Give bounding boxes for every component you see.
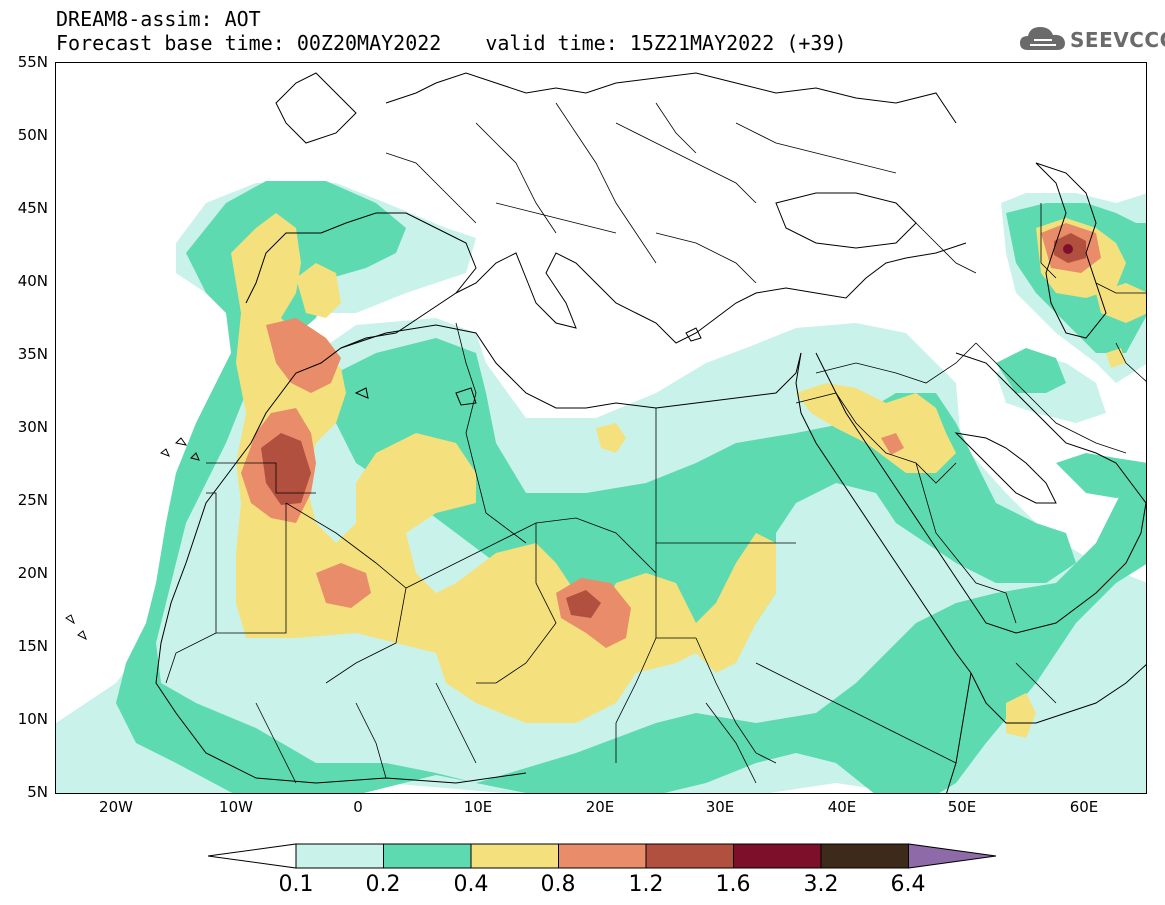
lat-label: 35N [17,345,48,363]
lat-label: 40N [17,272,48,290]
colorbar-under-triangle [207,843,297,869]
lat-label: 30N [17,418,48,436]
colorbar-bin-4 [645,843,734,869]
seevccc-logo: SEEVCCC [1018,22,1165,56]
colorbar-bin-3 [558,843,647,869]
colorbar-label: 1.2 [628,872,664,897]
aot-level-1-6 [1063,244,1073,254]
lat-label: 10N [17,710,48,728]
lon-label: 60E [1069,798,1099,816]
colorbar-label: 6.4 [890,872,926,897]
map-title: DREAM8-assim: AOT [56,7,261,31]
colorbar-bin-2 [470,843,559,869]
colorbar-label: 0.4 [453,872,489,897]
borders [165,102,1146,784]
lon-label: 20E [585,798,615,816]
valid-time: valid time: 15Z21MAY2022 (+39) [485,31,847,55]
colorbar-over-triangle [908,843,997,869]
colorbar-label: 0.2 [365,872,401,897]
lon-label: 0 [353,798,363,816]
colorbar-bin-5 [733,843,822,869]
lat-label: 25N [17,491,48,509]
map-subtitle: Forecast base time: 00Z20MAY2022 valid ti… [56,32,847,54]
lat-label: 50N [17,126,48,144]
lat-label: 55N [17,53,48,71]
base-time: Forecast base time: 00Z20MAY2022 [56,31,442,55]
cloud-icon [1020,27,1065,50]
colorbar-graphic [207,843,997,869]
colorbar-label: 0.1 [278,872,314,897]
aot-map [56,72,1146,793]
colorbar-label: 1.6 [715,872,751,897]
lat-label: 15N [17,637,48,655]
lon-label: 10W [219,798,253,816]
lat-label: 20N [17,564,48,582]
colorbar-label: 0.8 [540,872,576,897]
lat-label: 5N [27,783,48,801]
lon-label: 40E [827,798,857,816]
map-panel[interactable] [55,62,1147,794]
lon-label: 50E [947,798,977,816]
colorbar-bin-6 [820,843,909,869]
lon-label: 20W [99,798,133,816]
coastlines [65,72,1146,793]
aot-level-1-2 [261,233,1086,618]
lat-label: 45N [17,199,48,217]
lon-label: 10E [463,798,493,816]
colorbar-bin-0 [295,843,384,869]
colorbar-bin-1 [383,843,472,869]
lon-label: 30E [705,798,735,816]
colorbar-label: 3.2 [803,872,839,897]
logo-text: SEEVCCC [1070,28,1165,52]
